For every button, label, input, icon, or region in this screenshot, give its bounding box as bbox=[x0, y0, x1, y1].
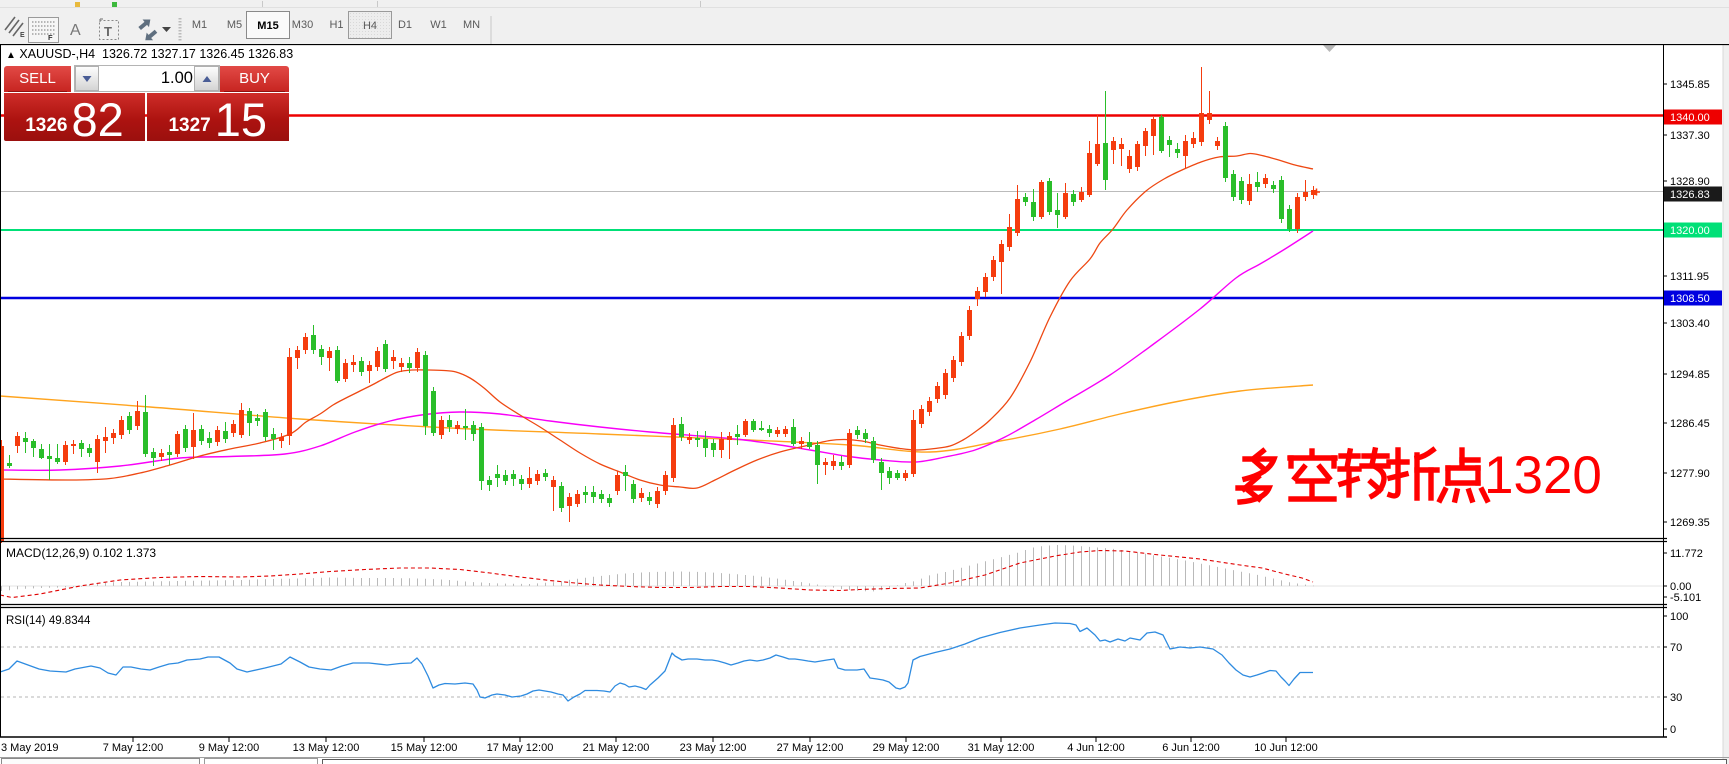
svg-text:29 May 12:00: 29 May 12:00 bbox=[873, 742, 940, 754]
svg-text:1345.85: 1345.85 bbox=[1670, 79, 1710, 91]
svg-text:1320.00: 1320.00 bbox=[1670, 225, 1710, 237]
svg-text:1308.50: 1308.50 bbox=[1670, 293, 1710, 305]
svg-text:17 May 12:00: 17 May 12:00 bbox=[487, 742, 554, 754]
svg-text:1277.90: 1277.90 bbox=[1670, 468, 1710, 480]
svg-text:1337.30: 1337.30 bbox=[1670, 130, 1710, 142]
svg-text:7 May 12:00: 7 May 12:00 bbox=[103, 742, 164, 754]
svg-text:3 May 2019: 3 May 2019 bbox=[1, 742, 58, 754]
svg-text:9 May 12:00: 9 May 12:00 bbox=[199, 742, 260, 754]
svg-text:1320: 1320 bbox=[1484, 446, 1602, 505]
svg-text:1303.40: 1303.40 bbox=[1670, 318, 1710, 330]
svg-text:1294.85: 1294.85 bbox=[1670, 369, 1710, 381]
svg-text:1286.45: 1286.45 bbox=[1670, 418, 1710, 430]
svg-text:23 May 12:00: 23 May 12:00 bbox=[680, 742, 747, 754]
svg-text:4 Jun 12:00: 4 Jun 12:00 bbox=[1067, 742, 1125, 754]
svg-text:A: A bbox=[70, 22, 81, 39]
svg-text:1326.83: 1326.83 bbox=[1670, 189, 1710, 201]
svg-text:1311.95: 1311.95 bbox=[1670, 271, 1709, 283]
svg-text:0.00: 0.00 bbox=[1670, 581, 1691, 593]
svg-text:11.772: 11.772 bbox=[1670, 548, 1703, 560]
svg-text:30: 30 bbox=[1670, 692, 1682, 704]
svg-text:T: T bbox=[104, 24, 112, 39]
svg-text:E: E bbox=[20, 32, 25, 39]
svg-text:0: 0 bbox=[1670, 724, 1676, 736]
svg-text:27 May 12:00: 27 May 12:00 bbox=[777, 742, 844, 754]
svg-text:RSI(14) 49.8344: RSI(14) 49.8344 bbox=[6, 615, 91, 627]
svg-text:15 May 12:00: 15 May 12:00 bbox=[391, 742, 458, 754]
svg-text:MACD(12,26,9) 0.102 1.373: MACD(12,26,9) 0.102 1.373 bbox=[6, 546, 156, 560]
svg-text:10 Jun 12:00: 10 Jun 12:00 bbox=[1254, 742, 1318, 754]
svg-text:21 May 12:00: 21 May 12:00 bbox=[583, 742, 650, 754]
svg-text:1328.90: 1328.90 bbox=[1670, 176, 1710, 188]
svg-text:F: F bbox=[48, 33, 53, 42]
svg-text:-5.101: -5.101 bbox=[1670, 592, 1701, 604]
svg-text:13 May 12:00: 13 May 12:00 bbox=[293, 742, 360, 754]
svg-text:31 May 12:00: 31 May 12:00 bbox=[968, 742, 1035, 754]
svg-text:70: 70 bbox=[1670, 642, 1682, 654]
svg-text:6 Jun 12:00: 6 Jun 12:00 bbox=[1162, 742, 1220, 754]
svg-text:1340.00: 1340.00 bbox=[1670, 112, 1710, 124]
svg-text:100: 100 bbox=[1670, 611, 1688, 623]
svg-text:1269.35: 1269.35 bbox=[1670, 517, 1710, 529]
